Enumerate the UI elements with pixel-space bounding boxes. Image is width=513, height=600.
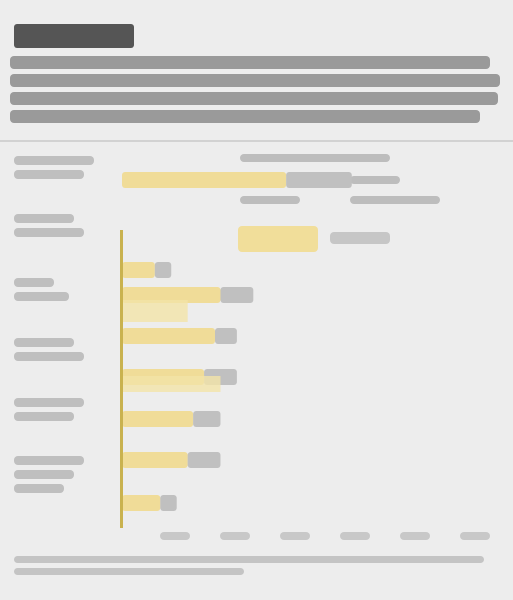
category-label bbox=[14, 214, 74, 223]
bar-series-1-row-3 bbox=[215, 328, 237, 344]
category-label bbox=[14, 398, 84, 407]
description-line bbox=[10, 110, 480, 123]
x-tick-label bbox=[160, 532, 190, 540]
category-label bbox=[14, 470, 74, 479]
x-tick-label bbox=[340, 532, 370, 540]
y-axis-line bbox=[120, 230, 123, 528]
x-tick-label bbox=[400, 532, 430, 540]
category-label bbox=[14, 228, 84, 237]
legend-text bbox=[350, 176, 400, 184]
bar-series-1-row-1 bbox=[154, 262, 172, 278]
bar-series-0-row-7 bbox=[122, 495, 161, 511]
legend-label bbox=[330, 232, 390, 244]
x-tick-label bbox=[280, 532, 310, 540]
chart-description bbox=[10, 56, 505, 128]
bar-series-1-row-5 bbox=[193, 411, 221, 427]
bar-series-0-row-3 bbox=[122, 328, 216, 344]
description-line bbox=[10, 56, 490, 69]
category-label bbox=[14, 352, 84, 361]
footnote-line bbox=[14, 568, 244, 575]
category-label bbox=[14, 338, 74, 347]
category-label bbox=[14, 292, 69, 301]
bar-series-1-row-0 bbox=[286, 172, 352, 188]
description-line bbox=[10, 74, 500, 87]
category-label bbox=[14, 156, 94, 165]
legend-text bbox=[240, 196, 300, 204]
bar-series-0-row-2 bbox=[122, 287, 221, 303]
footnote bbox=[14, 556, 494, 580]
legend-text bbox=[240, 154, 390, 162]
highlight-bar-0 bbox=[122, 300, 188, 322]
legend-text bbox=[350, 196, 440, 204]
bar-series-1-row-7 bbox=[160, 495, 177, 511]
bar-series-1-row-2 bbox=[220, 287, 254, 303]
category-label bbox=[14, 278, 54, 287]
category-label bbox=[14, 170, 84, 179]
category-label bbox=[14, 484, 64, 493]
x-tick-label bbox=[220, 532, 250, 540]
category-label bbox=[14, 412, 74, 421]
highlight-bar-1 bbox=[122, 376, 221, 392]
footnote-line bbox=[14, 556, 484, 563]
bar-series-0-row-1 bbox=[122, 262, 155, 278]
bar-series-0-row-5 bbox=[122, 411, 194, 427]
chart-title-block bbox=[14, 24, 134, 48]
header-divider bbox=[0, 140, 513, 142]
category-label bbox=[14, 456, 84, 465]
legend-swatch bbox=[238, 226, 318, 252]
description-line bbox=[10, 92, 498, 105]
x-tick-label bbox=[460, 532, 490, 540]
bar-series-0-row-0 bbox=[122, 172, 287, 188]
bar-series-0-row-6 bbox=[122, 452, 188, 468]
bar-series-1-row-6 bbox=[187, 452, 221, 468]
